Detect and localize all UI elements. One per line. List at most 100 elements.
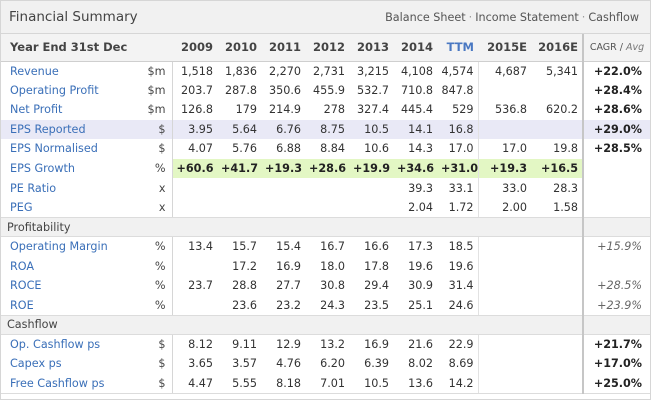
row-label-net-profit[interactable]: Net Profit <box>10 103 63 117</box>
link-separator: · <box>581 11 586 24</box>
value-cell-2013: 16.9 <box>364 338 390 352</box>
cashflow-link[interactable]: Cashflow <box>588 11 639 24</box>
row-label-pe-ratio[interactable]: PE Ratio <box>10 181 57 195</box>
row-label-roa[interactable]: ROA <box>10 259 35 273</box>
value-cell-2010: 5.64 <box>217 119 262 140</box>
value-cell-2014: 30.9 <box>408 279 434 293</box>
value-cell-2011: 16.9 <box>276 259 302 273</box>
value-cell-2012: 2,731 <box>312 64 346 78</box>
value-cell-2009: 13.4 <box>188 240 214 254</box>
value-cell-2009: 126.8 <box>180 103 214 117</box>
value-cell-2014: 710.8 <box>400 83 434 97</box>
value-cell-ttm: 847.8 <box>441 83 474 97</box>
value-cell-2014: 17.3 <box>408 240 434 254</box>
cagr-cell: +15.9% <box>597 240 643 254</box>
section-header-profitability: Profitability <box>1 216 651 238</box>
value-cell-2012 <box>305 197 350 218</box>
cagr-cell: +28.5% <box>593 142 643 156</box>
value-cell-2015e <box>477 295 532 316</box>
row-label-operating-profit[interactable]: Operating Profit <box>10 83 99 97</box>
link-separator: · <box>468 11 473 24</box>
value-cell-2013: 16.6 <box>364 240 390 254</box>
value-cell-2014: 14.3 <box>408 142 434 156</box>
balance-sheet-link[interactable]: Balance Sheet <box>385 11 466 24</box>
table-body: Year End 31st Dec 2009 2010 2011 2012 20… <box>1 34 651 394</box>
value-cell-2009 <box>172 256 217 276</box>
value-cell-2013: +19.9 <box>349 158 394 179</box>
value-cell-2013: 3,215 <box>356 64 390 78</box>
value-cell-2016e <box>531 334 585 355</box>
cagr-cell: +21.7% <box>593 338 643 352</box>
statement-links: Balance Sheet · Income Statement · Cashflow <box>385 11 639 24</box>
value-cell-2013: 10.6 <box>364 142 390 156</box>
value-cell-2016e <box>531 80 585 101</box>
value-cell-2011: 6.88 <box>276 142 302 156</box>
value-cell-2014: +34.6 <box>393 158 438 179</box>
value-cell-2016e: 19.8 <box>531 139 585 159</box>
row-label-revenue[interactable]: Revenue <box>10 64 59 78</box>
value-cell-2011 <box>261 197 306 218</box>
value-cell-2014: 14.1 <box>393 119 438 140</box>
row-unit: $m <box>121 80 173 101</box>
cagr-cell <box>583 256 650 276</box>
table-row: Op. Cashflow ps $8.12 9.11 12.9 13.2 16.9 21.6… <box>1 334 650 355</box>
value-cell-2009: 8.12 <box>188 338 214 352</box>
row-unit: $ <box>121 334 173 355</box>
value-cell-2014: 4,108 <box>400 64 434 78</box>
value-cell-2010: 1,836 <box>224 64 258 78</box>
row-label-roce[interactable]: ROCE <box>10 279 42 293</box>
value-cell-2014: 39.3 <box>408 181 434 195</box>
value-cell-2015e <box>477 236 532 257</box>
year-header-2011: 2011 <box>261 34 306 62</box>
value-cell-2010 <box>217 197 262 218</box>
year-header-2009: 2009 <box>172 34 218 62</box>
row-label-operating-margin[interactable]: Operating Margin <box>10 240 108 254</box>
value-cell-ttm: 8.69 <box>448 357 474 371</box>
income-statement-link[interactable]: Income Statement <box>475 11 579 24</box>
value-cell-ttm: 24.6 <box>437 295 479 316</box>
value-cell-2016e <box>531 373 585 394</box>
value-cell-ttm: 14.2 <box>437 373 479 394</box>
value-cell-2011: 15.4 <box>276 240 302 254</box>
year-header-2012: 2012 <box>305 34 350 62</box>
row-unit: $m <box>121 61 173 81</box>
year-header-2013: 2013 <box>349 34 394 62</box>
year-header-2016e: 2016E <box>531 34 585 62</box>
value-cell-ttm: 31.4 <box>448 279 474 293</box>
value-cell-2016e <box>531 256 585 277</box>
value-cell-2014: 2.04 <box>393 197 438 218</box>
value-cell-2014: 13.6 <box>393 373 438 394</box>
table-row: Operating Margin% 13.4 15.7 15.4 16.7 16.6 17.… <box>1 236 650 257</box>
row-unit: $ <box>121 354 173 374</box>
value-cell-2015e <box>477 256 532 277</box>
value-cell-2013: 532.7 <box>356 83 390 97</box>
value-cell-2016e: 28.3 <box>531 178 585 198</box>
cagr-cell <box>583 178 650 198</box>
value-cell-2014: 445.4 <box>400 103 434 117</box>
value-cell-2009: 23.7 <box>188 279 214 293</box>
value-cell-2009: 3.95 <box>172 119 218 140</box>
table-row: Revenue $m 1,518 1,836 2,270 2,731 3,215 4,108 4… <box>1 61 650 81</box>
table-row: EPS Normalised $4.07 5.76 6.88 8.84 10.6 14.3 1… <box>1 139 650 159</box>
value-cell-2013 <box>349 197 394 218</box>
table-row: Operating Profit $m 203.7 287.8 350.6 455.9 53… <box>1 80 650 101</box>
row-unit: % <box>121 276 173 296</box>
row-label-peg[interactable]: PEG <box>1 197 121 218</box>
row-label-capex-ps[interactable]: Capex ps <box>10 357 62 371</box>
row-label-eps-normalised[interactable]: EPS Normalised <box>10 142 98 156</box>
value-cell-2010: 15.7 <box>232 240 258 254</box>
table-row: Net Profit $m 126.8 179 214.9 278 327.4 445.4 52… <box>1 100 650 120</box>
value-cell-2010: 3.57 <box>232 357 258 371</box>
row-label-free-cashflow-ps[interactable]: Free Cashflow ps <box>1 373 121 394</box>
value-cell-2015e <box>477 334 532 355</box>
row-label-roe[interactable]: ROE <box>1 295 121 316</box>
value-cell-2010: 287.8 <box>224 83 258 97</box>
value-cell-2009: 4.07 <box>188 142 214 156</box>
section-cagr-cell <box>582 216 651 238</box>
value-cell-ttm: 16.8 <box>437 119 479 140</box>
row-label-eps-growth[interactable]: EPS Growth <box>10 162 75 175</box>
row-label-op-cashflow-ps[interactable]: Op. Cashflow ps <box>10 338 101 352</box>
row-unit: $m <box>121 100 173 120</box>
row-label-eps-reported[interactable]: EPS Reported <box>1 119 121 140</box>
